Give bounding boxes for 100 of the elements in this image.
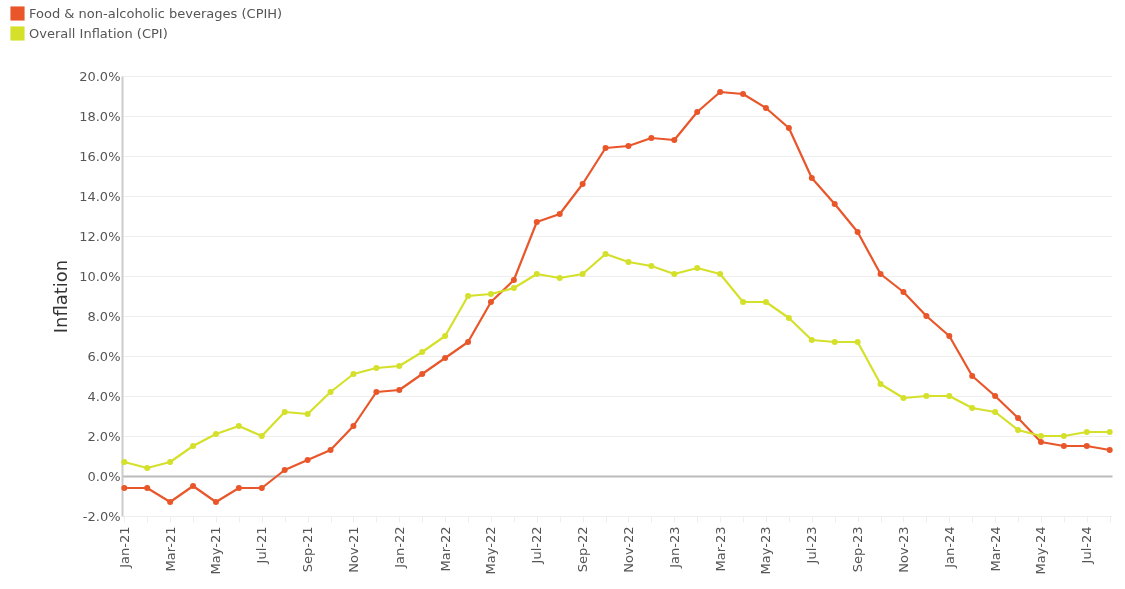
point (235, 423, 242, 429)
point (1015, 415, 1022, 421)
point (1037, 439, 1044, 445)
point (258, 485, 265, 491)
point (671, 271, 678, 277)
point (900, 289, 907, 295)
point (785, 315, 792, 321)
point (533, 271, 540, 277)
point (854, 229, 861, 235)
point (212, 431, 219, 437)
point (808, 337, 815, 343)
point (808, 175, 815, 181)
point (579, 271, 586, 277)
point (625, 143, 632, 149)
point (740, 299, 747, 305)
point (442, 355, 449, 361)
point (533, 219, 540, 225)
point (465, 339, 472, 345)
legend-label: Food & non-alcoholic beverages (CPIH) (29, 5, 283, 21)
point (167, 459, 174, 465)
point (396, 387, 403, 393)
legend-label: Overall Inflation (CPI) (29, 25, 168, 41)
point (350, 423, 357, 429)
point (167, 499, 174, 505)
x-tick-label: Jan-22 (391, 526, 407, 569)
point (694, 109, 701, 115)
point (602, 251, 609, 257)
point (258, 433, 265, 439)
x-tick-label: Sep-21 (300, 526, 316, 573)
point (785, 125, 792, 131)
point (877, 271, 884, 277)
point (579, 181, 586, 187)
point (510, 277, 517, 283)
point (190, 483, 197, 489)
point (373, 365, 380, 371)
point (946, 333, 953, 339)
point (419, 349, 426, 355)
x-tick-label: May-24 (1033, 526, 1049, 575)
point (350, 371, 357, 377)
x-tick-label: Nov-22 (620, 526, 636, 573)
y-tick-label: 14.0% (79, 188, 121, 204)
point (373, 389, 380, 395)
y-tick-label: -2.0% (82, 508, 121, 524)
x-tick-label: Sep-23 (850, 526, 866, 573)
point (212, 499, 219, 505)
x-tick-label: May-21 (208, 526, 224, 575)
point (281, 409, 288, 415)
point (121, 485, 128, 491)
point (465, 293, 472, 299)
point (694, 265, 701, 271)
x-tick-label: Jul-24 (1079, 526, 1095, 565)
point (1083, 443, 1090, 449)
point (1015, 427, 1022, 433)
point (144, 485, 151, 491)
point (1106, 429, 1113, 435)
y-tick-label: 6.0% (87, 348, 121, 364)
point (396, 363, 403, 369)
point (556, 275, 563, 281)
point (281, 467, 288, 473)
point (717, 271, 724, 277)
point (831, 339, 838, 345)
point (648, 263, 655, 269)
point (602, 145, 609, 151)
y-tick-label: 2.0% (87, 428, 121, 444)
point (1083, 429, 1090, 435)
point (121, 459, 128, 465)
point (510, 285, 517, 291)
y-tick-label: 4.0% (87, 388, 121, 404)
x-tick-label: Mar-24 (987, 526, 1003, 572)
x-tick-label: Jan-24 (941, 526, 957, 569)
y-tick-label: 12.0% (79, 228, 121, 244)
point (992, 409, 999, 415)
y-tick-label: 0.0% (87, 468, 121, 484)
point (304, 457, 311, 463)
x-tick-label: Sep-22 (575, 526, 591, 573)
point (648, 135, 655, 141)
point (1060, 443, 1067, 449)
x-tick-label: Mar-22 (437, 526, 453, 572)
y-tick-label: 20.0% (79, 68, 121, 84)
point (625, 259, 632, 265)
point (671, 137, 678, 143)
x-tick-label: May-22 (483, 526, 499, 575)
point (877, 381, 884, 387)
y-tick-label: 8.0% (87, 308, 121, 324)
point (831, 201, 838, 207)
point (1037, 433, 1044, 439)
point (327, 447, 334, 453)
point (762, 105, 769, 111)
y-tick-label: 10.0% (79, 268, 121, 284)
x-tick-label: Nov-23 (895, 526, 911, 573)
y-axis-title: Inflation (50, 259, 72, 334)
point (854, 339, 861, 345)
point (992, 393, 999, 399)
point (235, 485, 242, 491)
point (762, 299, 769, 305)
point (717, 89, 724, 95)
point (304, 411, 311, 417)
point (487, 291, 494, 297)
point (327, 389, 334, 395)
point (442, 333, 449, 339)
